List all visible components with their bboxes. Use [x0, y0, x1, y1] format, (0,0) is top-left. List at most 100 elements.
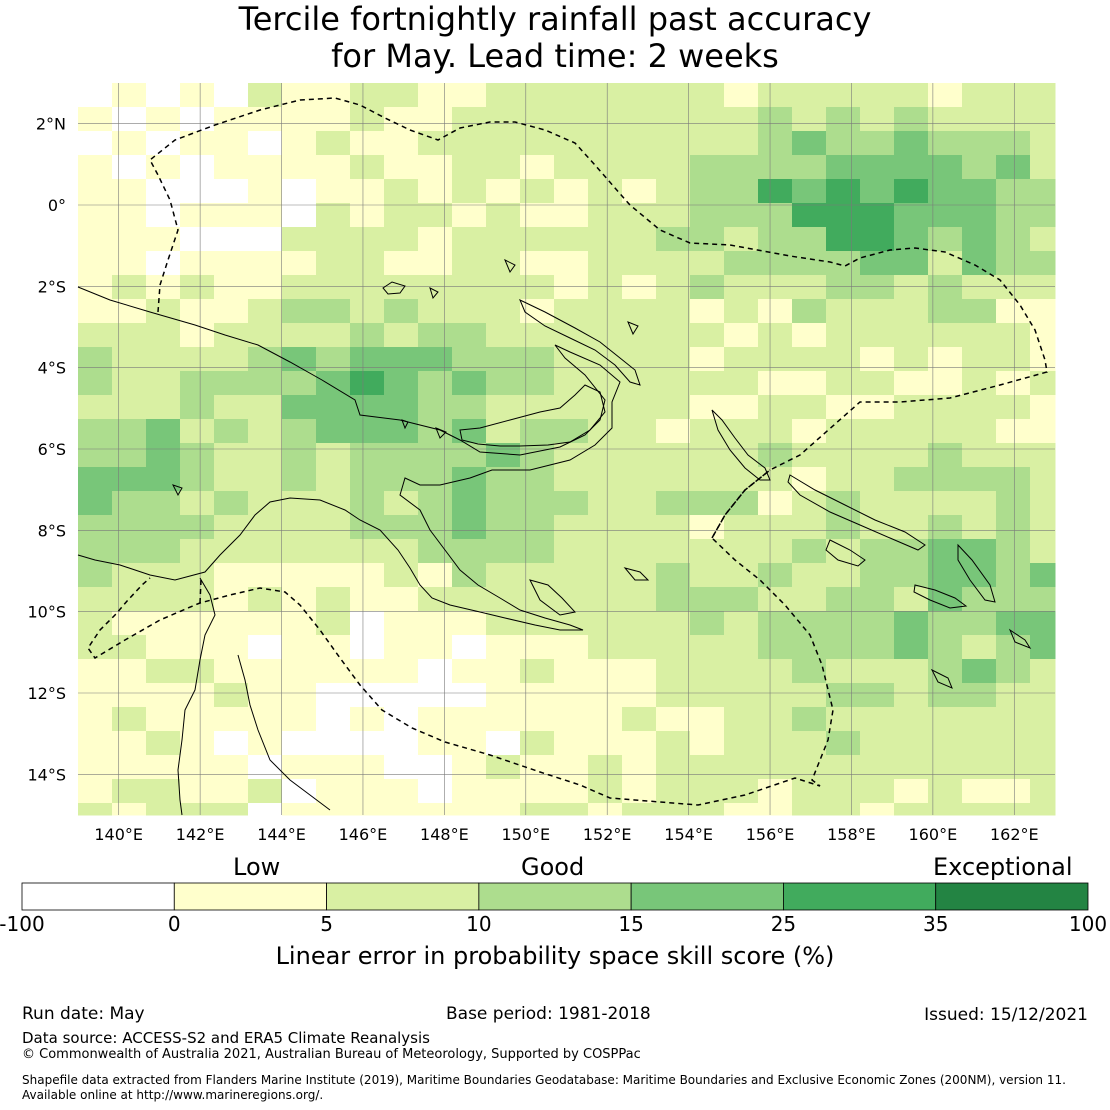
skill-cell [282, 683, 317, 708]
skill-score-map: 140°E 142°E 144°E 146°E 148°E 150°E 152°E 154°E… [21, 83, 1089, 911]
skill-cell [758, 107, 793, 132]
skill-cell [316, 515, 351, 540]
skill-cell [928, 539, 963, 564]
skill-cell [724, 803, 759, 816]
skill-cell [656, 107, 691, 132]
skill-cell [520, 635, 555, 660]
skill-cell [316, 419, 351, 444]
skill-cell [588, 659, 623, 684]
skill-cell [758, 131, 793, 156]
skill-cell [724, 467, 759, 492]
skill-cell [180, 491, 215, 516]
skill-cell [826, 131, 861, 156]
skill-cell [486, 251, 521, 276]
skill-cell [112, 491, 147, 516]
skill-cell [180, 227, 215, 252]
skill-cell [316, 443, 351, 468]
skill-cell [418, 659, 453, 684]
skill-cell [962, 275, 997, 300]
skill-cell [248, 803, 283, 816]
skill-cell [860, 587, 895, 612]
skill-cell [384, 323, 419, 348]
lon-tick-label: 154°E [664, 825, 713, 844]
skill-cell [350, 227, 385, 252]
skill-cell [996, 203, 1031, 228]
colorbar-segment [783, 882, 937, 911]
skill-cell [758, 539, 793, 564]
skill-cell [112, 467, 147, 492]
skill-cell [520, 203, 555, 228]
skill-cell [452, 467, 487, 492]
skill-cell [248, 251, 283, 276]
skill-cell [282, 515, 317, 540]
skill-cell [656, 611, 691, 636]
skill-cell [350, 251, 385, 276]
skill-cell [792, 611, 827, 636]
skill-cell [282, 731, 317, 756]
lat-tick-label: 0° [48, 196, 66, 215]
skill-cell [656, 371, 691, 396]
skill-cell [452, 755, 487, 780]
skill-cell [520, 131, 555, 156]
skill-cell [622, 563, 657, 588]
skill-cell [350, 755, 385, 780]
skill-cell [384, 563, 419, 588]
skill-cell [214, 611, 249, 636]
skill-cell [860, 683, 895, 708]
skill-cell [622, 275, 657, 300]
skill-cell [894, 467, 929, 492]
skill-cell [894, 155, 929, 180]
skill-cell [792, 131, 827, 156]
skill-cell [316, 755, 351, 780]
skill-cell [78, 491, 113, 516]
skill-cell [928, 131, 963, 156]
skill-cell [248, 563, 283, 588]
skill-cell [996, 803, 1031, 816]
skill-cell [316, 587, 351, 612]
skill-cell [758, 83, 793, 108]
skill-cell [180, 299, 215, 324]
skill-cell [928, 491, 963, 516]
skill-cell [656, 299, 691, 324]
skill-cell [146, 635, 181, 660]
skill-cell [214, 635, 249, 660]
skill-cell [656, 803, 691, 816]
skill-cell [758, 155, 793, 180]
skill-cell [962, 707, 997, 732]
skill-cell [248, 299, 283, 324]
skill-cell [996, 395, 1031, 420]
skill-cell [452, 587, 487, 612]
skill-cell [180, 395, 215, 420]
skill-cell [758, 707, 793, 732]
colorbar-segment [935, 882, 1089, 911]
skill-cell [282, 371, 317, 396]
skill-cell [78, 707, 113, 732]
skill-cell [962, 395, 997, 420]
skill-cell [928, 107, 963, 132]
skill-cell [860, 155, 895, 180]
skill-cell [350, 443, 385, 468]
skill-cell [180, 683, 215, 708]
skill-cell [588, 611, 623, 636]
skill-cell [962, 635, 997, 660]
skill-cell [792, 635, 827, 660]
skill-cell [486, 779, 521, 804]
skill-cell [894, 755, 929, 780]
skill-cell [826, 203, 861, 228]
skill-cell [996, 659, 1031, 684]
skill-cell [1030, 107, 1056, 132]
skill-cell [146, 323, 181, 348]
skill-cell [180, 251, 215, 276]
skill-cell [282, 755, 317, 780]
skill-cell [248, 779, 283, 804]
skill-cell [588, 131, 623, 156]
australia-eez-boundary [199, 579, 202, 604]
skill-cell [214, 179, 249, 204]
skill-cell [112, 419, 147, 444]
skill-cell [860, 779, 895, 804]
skill-cell [350, 179, 385, 204]
skill-cell [384, 395, 419, 420]
lon-tick-label: 158°E [827, 825, 876, 844]
skill-cell [860, 707, 895, 732]
category-good: Good [521, 853, 585, 881]
